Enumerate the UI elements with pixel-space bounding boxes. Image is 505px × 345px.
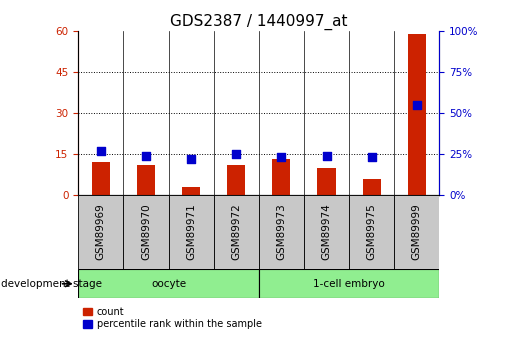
Point [277,155,285,160]
Text: GSM89975: GSM89975 [367,204,377,260]
Point [97,148,105,154]
Text: GSM89969: GSM89969 [96,204,106,260]
Bar [394,195,439,269]
Text: GSM89973: GSM89973 [276,204,286,260]
Bar [272,159,290,195]
Point [413,102,421,108]
Text: GSM89972: GSM89972 [231,204,241,260]
Bar [78,269,259,298]
Bar [304,195,349,269]
Point [142,153,150,158]
Text: GSM89970: GSM89970 [141,204,151,260]
Bar [78,195,123,269]
Bar [227,165,245,195]
Bar [259,269,439,298]
Bar [123,195,169,269]
Bar [318,168,335,195]
Text: 1-cell embryo: 1-cell embryo [313,279,385,289]
Bar [259,195,304,269]
Bar [363,179,381,195]
Text: GSM89999: GSM89999 [412,204,422,260]
Text: GSM89974: GSM89974 [322,204,331,260]
Bar [349,195,394,269]
Point [323,153,331,158]
Point [368,155,376,160]
Title: GDS2387 / 1440997_at: GDS2387 / 1440997_at [170,13,347,30]
Bar [137,165,155,195]
Bar [92,162,110,195]
Text: GSM89971: GSM89971 [186,204,196,260]
Point [187,156,195,161]
Point [232,151,240,157]
Bar [408,34,426,195]
Text: development stage: development stage [1,279,102,289]
Bar [182,187,200,195]
Text: oocyte: oocyte [151,279,186,289]
Bar [214,195,259,269]
Legend: count, percentile rank within the sample: count, percentile rank within the sample [83,307,262,329]
Bar [169,195,214,269]
